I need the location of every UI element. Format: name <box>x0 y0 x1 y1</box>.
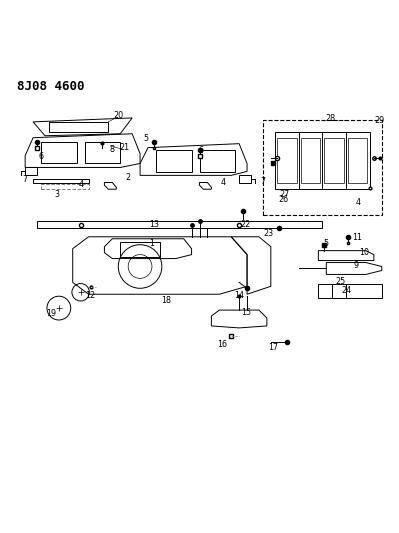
Text: 24: 24 <box>341 286 351 295</box>
Text: 26: 26 <box>279 195 289 204</box>
Text: 15: 15 <box>241 308 251 317</box>
Bar <box>85 142 120 164</box>
Bar <box>49 122 109 132</box>
Text: 20: 20 <box>113 111 123 120</box>
Text: 27: 27 <box>280 190 290 199</box>
Bar <box>324 138 344 183</box>
Text: 23: 23 <box>264 229 274 238</box>
Bar <box>37 221 322 228</box>
Text: 28: 28 <box>325 114 335 123</box>
Text: 22: 22 <box>241 220 251 229</box>
Text: 5: 5 <box>144 134 148 143</box>
Bar <box>348 138 367 183</box>
Text: 8: 8 <box>109 145 114 154</box>
Bar <box>300 138 320 183</box>
Bar <box>277 138 296 183</box>
Text: 5: 5 <box>324 239 329 248</box>
Bar <box>200 150 235 172</box>
Bar <box>41 184 89 189</box>
Text: 19: 19 <box>46 309 56 318</box>
Text: 11: 11 <box>352 233 362 243</box>
Text: 4: 4 <box>356 198 360 207</box>
Text: 12: 12 <box>85 290 96 300</box>
Text: 2: 2 <box>126 173 131 182</box>
Text: 10: 10 <box>359 248 369 257</box>
Bar <box>41 142 77 164</box>
Text: 6: 6 <box>39 152 43 161</box>
Text: 3: 3 <box>54 190 59 199</box>
Bar <box>156 150 192 172</box>
Text: 25: 25 <box>336 277 346 286</box>
Text: 6: 6 <box>199 146 204 155</box>
Text: 7: 7 <box>260 177 265 186</box>
Text: 4: 4 <box>78 180 83 189</box>
Text: 17: 17 <box>268 343 278 352</box>
Text: 4: 4 <box>221 178 226 187</box>
Text: 16: 16 <box>217 340 227 349</box>
Text: 21: 21 <box>119 143 129 152</box>
Bar <box>120 241 160 256</box>
Text: 13: 13 <box>149 220 159 229</box>
Text: 18: 18 <box>161 296 171 305</box>
Bar <box>263 120 382 215</box>
Text: 7: 7 <box>23 175 28 184</box>
Text: 9: 9 <box>354 261 359 270</box>
Text: 29: 29 <box>375 116 385 125</box>
Text: 8J08 4600: 8J08 4600 <box>17 80 85 93</box>
Text: 1: 1 <box>150 239 154 248</box>
Text: 14: 14 <box>234 290 244 300</box>
